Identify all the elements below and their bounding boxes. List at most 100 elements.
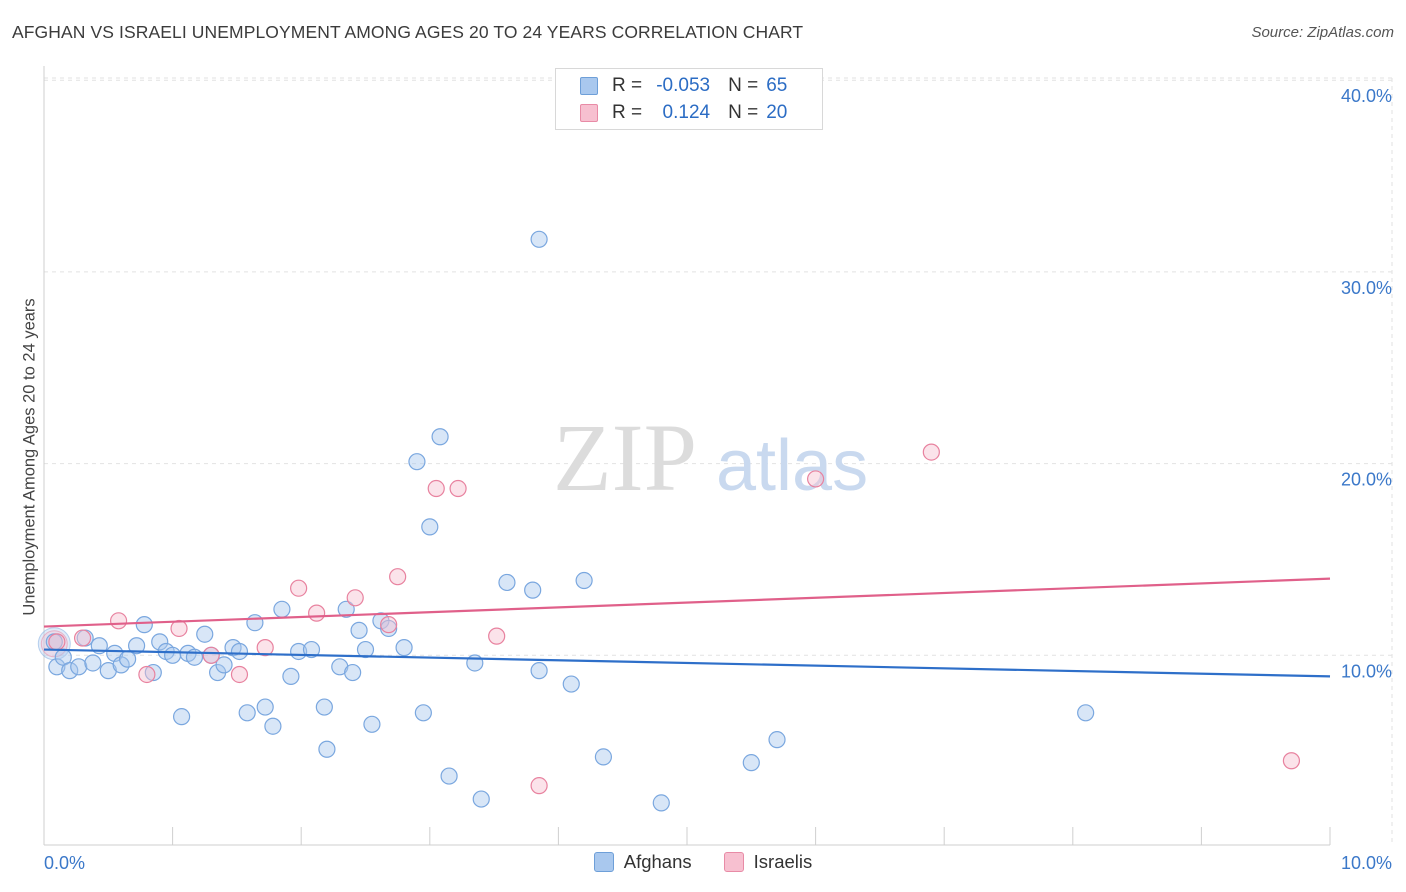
israeli-point — [230, 665, 249, 684]
afghan-point — [408, 453, 426, 471]
afghan-point — [282, 667, 300, 685]
afghan-point — [112, 656, 130, 674]
afghan-point — [173, 708, 191, 726]
israeli-point — [427, 479, 445, 498]
israeli-point — [48, 633, 66, 651]
afghan-point — [337, 600, 355, 618]
israeli-point — [806, 470, 825, 488]
israeli-point — [1282, 752, 1301, 770]
y-tick-label: 40.0% — [1341, 86, 1392, 106]
series-legend-afghans[interactable]: Afghans — [593, 851, 692, 873]
israeli-point — [256, 639, 274, 657]
afghan-point — [315, 698, 333, 716]
legend-swatch-afghans — [580, 77, 598, 95]
israeli-point — [308, 604, 326, 622]
source-label: Source: ZipAtlas.com — [1251, 24, 1394, 41]
watermark-zip: ZIP — [553, 404, 697, 511]
legend-n-value-afghans: 65 — [766, 75, 788, 96]
israeli-point — [389, 568, 407, 586]
afghan-point — [530, 662, 548, 680]
afghan-point — [363, 715, 381, 733]
y-tick-label: 10.0% — [1341, 661, 1392, 681]
afghan-point — [380, 619, 398, 638]
afghan-point — [594, 748, 613, 766]
afghan-point — [318, 740, 336, 758]
afghan-point — [742, 754, 760, 772]
series-legend-israelis[interactable]: Israelis — [723, 851, 813, 873]
israeli-point — [109, 612, 128, 630]
chart-title: AFGHAN VS ISRAELI UNEMPLOYMENT AMONG AGE… — [12, 22, 804, 42]
afghans-trend-line — [43, 648, 1331, 678]
israelis-swatch — [723, 852, 744, 872]
afghan-point — [144, 663, 162, 682]
series-legend: Afghans Israelis — [0, 851, 1406, 873]
israeli-point — [530, 777, 548, 795]
afghans-label: Afghans — [623, 851, 692, 872]
afghan-point — [524, 581, 542, 599]
afghan-point — [151, 633, 169, 651]
israeli-point — [922, 443, 940, 461]
afghan-point — [440, 767, 458, 785]
afghan-point — [230, 642, 249, 661]
afghan-point — [48, 658, 66, 676]
afghan-point — [264, 717, 282, 735]
afghan-point — [246, 614, 264, 632]
afghan-point — [344, 663, 362, 682]
afghan-point — [238, 704, 256, 722]
afghan-point — [562, 675, 580, 693]
afghan-point — [84, 654, 102, 672]
israeli-point — [73, 629, 92, 647]
israeli-point — [346, 589, 364, 607]
afghan-point — [431, 428, 449, 446]
legend-n-value-israelis: 20 — [766, 102, 788, 123]
afghan-point — [530, 230, 548, 248]
afghan-point — [768, 731, 786, 749]
afghan-point — [472, 790, 490, 808]
israelis-trend-line — [43, 577, 1331, 628]
afghan-point — [414, 704, 432, 722]
correlation-legend: R = -0.053 N = 65 R = 0.124 N = 20 — [555, 68, 823, 130]
y-tick-label: 20.0% — [1341, 470, 1392, 490]
y-tick-label: 30.0% — [1341, 278, 1392, 298]
israeli-point — [488, 627, 506, 645]
israeli-point — [449, 479, 467, 498]
x-tick-label-max: 10.0% — [1341, 853, 1392, 873]
israeli-point — [170, 619, 188, 638]
afghan-point — [498, 573, 516, 592]
trend-lines — [43, 577, 1331, 678]
watermark-atlas: atlas — [716, 426, 868, 506]
legend-n-label: N = — [728, 102, 759, 123]
afghan-point — [356, 640, 375, 659]
israelis-label: Israelis — [753, 851, 813, 872]
legend-row-afghans: R = -0.053 N = 65 — [580, 73, 787, 99]
tick-labels: 10.0% 20.0% 30.0% 40.0% 0.0% 10.0% — [44, 86, 1392, 873]
legend-r-label: R = — [612, 75, 643, 96]
afghan-point — [1077, 704, 1095, 722]
afghan-point — [135, 616, 153, 634]
afghan-point — [350, 621, 368, 639]
afghans-swatch — [593, 852, 614, 872]
legend-r-value-afghans: -0.053 — [656, 75, 711, 96]
israeli-point — [202, 646, 220, 664]
afghan-point — [215, 656, 233, 674]
israeli-point — [138, 665, 156, 684]
israeli-point — [290, 579, 308, 597]
legend-swatch-israelis — [580, 104, 598, 122]
afghan-point — [70, 658, 88, 676]
legend-row-israelis: R = 0.124 N = 20 — [580, 100, 787, 126]
afghan-point — [421, 518, 439, 536]
afghan-point — [61, 662, 79, 680]
afghan-point — [395, 639, 413, 657]
afghan-point — [196, 625, 214, 643]
afghan-point — [273, 600, 291, 618]
afghan-point — [164, 646, 182, 664]
legend-n-label: N = — [728, 75, 759, 96]
afghan-point — [302, 640, 321, 659]
afghan-point — [256, 698, 274, 716]
afghan-point — [652, 794, 670, 812]
afghan-point — [575, 571, 593, 590]
legend-r-value-israelis: 0.124 — [657, 102, 711, 123]
data-points — [37, 230, 1301, 812]
axes — [43, 66, 1331, 846]
